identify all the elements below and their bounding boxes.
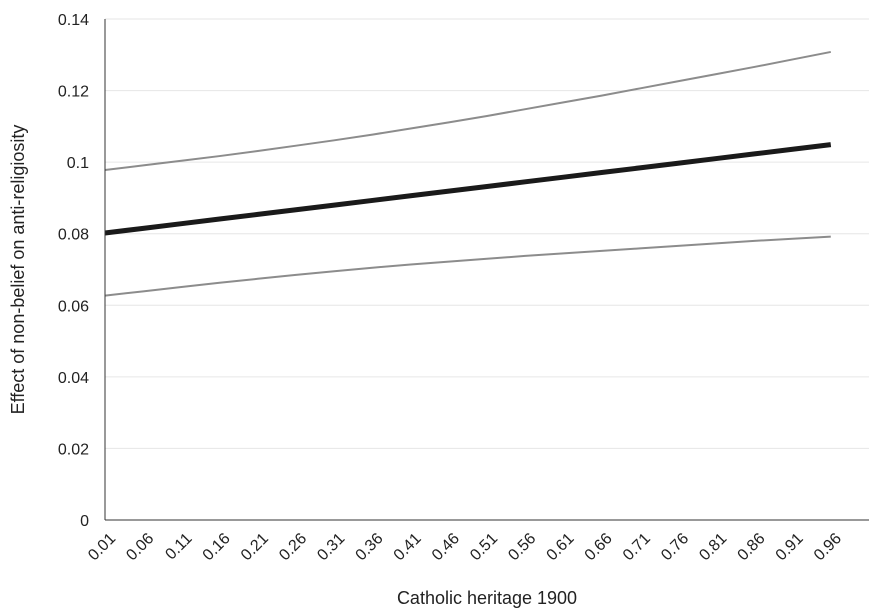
x-tick-labels: 0.01 0.06 0.11 0.16 0.21 0.26 0.31 0.36 0.41 0.46… xyxy=(85,530,845,564)
y-axis-title: Effect of non-belief on anti-religiosity xyxy=(8,125,28,415)
x-tick-label: 0.36 xyxy=(353,530,387,564)
x-tick-label: 0.56 xyxy=(505,530,539,564)
x-tick-label: 0.86 xyxy=(735,530,769,564)
y-tick-label: 0.04 xyxy=(58,370,89,387)
x-tick-label: 0.21 xyxy=(238,530,272,564)
x-tick-label: 0.66 xyxy=(582,530,616,564)
series-lines xyxy=(104,50,832,297)
series-line-lower-bound xyxy=(104,235,831,297)
gridlines xyxy=(105,18,869,449)
y-tick-label: 0.1 xyxy=(67,155,89,172)
y-tick-labels: 0 0.02 0.04 0.06 0.08 0.1 0.12 0.14 xyxy=(58,12,89,530)
axes xyxy=(104,19,869,521)
y-tick-label: 0.02 xyxy=(58,441,89,458)
y-tick-label: 0.14 xyxy=(58,12,89,29)
x-axis-title: Catholic heritage 1900 xyxy=(397,588,577,608)
y-tick-label: 0.12 xyxy=(58,84,89,101)
x-tick-label: 0.71 xyxy=(620,530,654,564)
x-tick-label: 0.31 xyxy=(314,530,348,564)
series-line-estimate xyxy=(104,142,832,236)
x-tick-label: 0.96 xyxy=(811,530,845,564)
y-tick-label: 0.06 xyxy=(58,298,89,315)
y-tick-label: 0 xyxy=(80,513,89,530)
x-tick-label: 0.46 xyxy=(429,530,463,564)
x-tick-label: 0.61 xyxy=(544,530,578,564)
x-tick-label: 0.76 xyxy=(658,530,692,564)
x-tick-label: 0.06 xyxy=(123,530,157,564)
x-tick-label: 0.91 xyxy=(773,530,807,564)
x-tick-label: 0.51 xyxy=(467,530,501,564)
x-tick-label: 0.26 xyxy=(276,530,310,564)
x-tick-label: 0.16 xyxy=(200,530,234,564)
y-tick-label: 0.08 xyxy=(58,227,89,244)
series-line-upper-bound xyxy=(104,50,831,172)
x-tick-label: 0.11 xyxy=(162,530,195,563)
x-tick-label: 0.01 xyxy=(85,530,119,564)
x-tick-label: 0.41 xyxy=(391,530,425,564)
x-tick-label: 0.81 xyxy=(696,530,730,564)
